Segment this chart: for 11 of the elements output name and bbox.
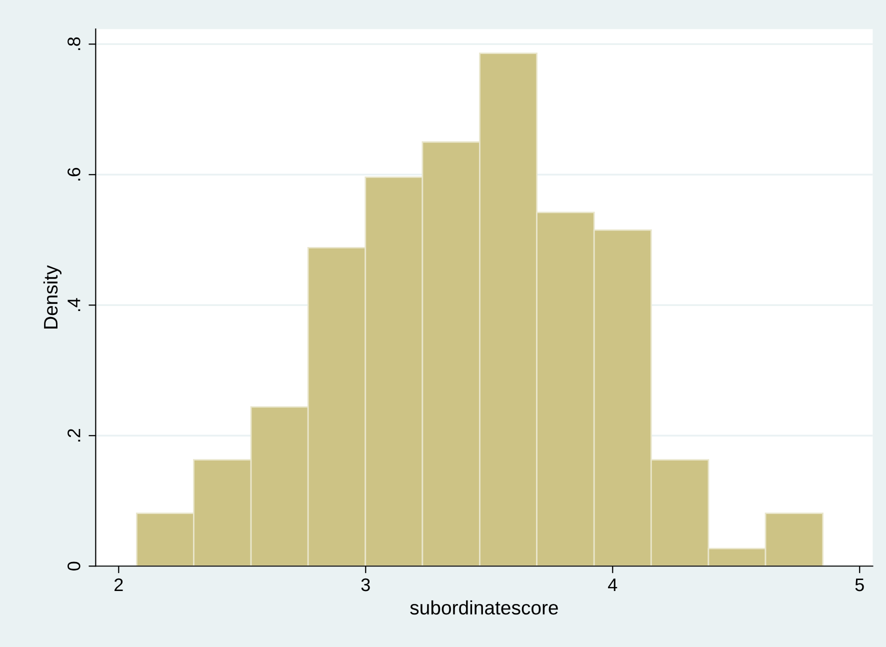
x-tick-label: 5 xyxy=(855,578,864,592)
x-axis-title: subordinatescore xyxy=(410,600,558,615)
y-tick-label: .8 xyxy=(68,37,80,50)
x-tick-label: 4 xyxy=(608,578,618,592)
y-axis-title: Density xyxy=(43,265,62,328)
x-tick-label: 2 xyxy=(114,578,123,592)
y-tick-label: 0 xyxy=(68,562,80,570)
y-tick-label: .2 xyxy=(68,429,80,442)
y-tick-label: .4 xyxy=(68,298,80,312)
y-tick-label: .6 xyxy=(68,168,80,181)
x-tick-label: 3 xyxy=(361,578,370,592)
